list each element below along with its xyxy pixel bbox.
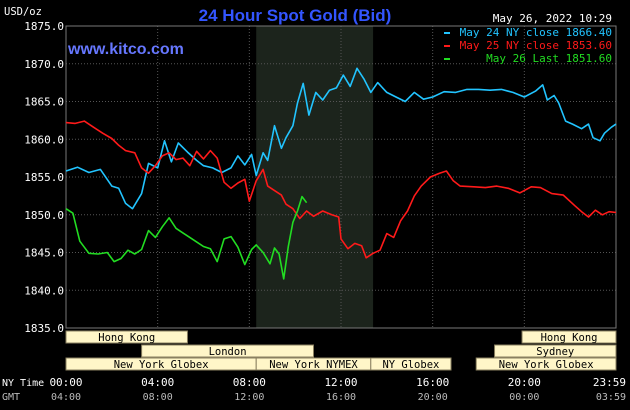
x-axis-row-label: GMT [2,392,20,403]
series-lines [65,67,617,280]
series-line-may25 [65,120,617,259]
legend-entry: May 24 NY close 1866.40 [460,26,612,39]
y-axis: 1875.0 1870.0 1865.0 1860.0 1855.0 1850.0 1845… [24,20,64,335]
x-axis-row-label: NY Time [2,378,44,389]
series-line-may26 [65,195,308,280]
chart-title: 24 Hour Spot Gold (Bid) [199,6,392,25]
y-tick-label: 1870.0 [24,58,64,71]
plot-frame [65,25,617,329]
grid-lines [65,25,617,329]
y-tick-label: 1840.0 [24,284,64,297]
x-tick-label: 04:00 [51,392,81,403]
y-tick-label: 1845.0 [24,247,64,260]
x-tick-label: 12:00 [324,376,357,389]
y-tick-label: 1855.0 [24,171,64,184]
site-watermark: www.kitco.com [67,41,184,58]
x-tick-label: 00:00 [509,392,539,403]
x-tick-label: 16:00 [326,392,356,403]
session-label: Hong Kong [98,332,155,344]
session-bar [521,330,617,344]
x-tick-label: 20:00 [508,376,541,389]
session-label: Hong Kong [541,332,598,344]
session-bar [475,357,617,371]
session-label: New York Globex [499,359,594,371]
x-axis: NY Time 00:00 04:00 08:00 12:00 16:00 20:00 23:… [2,376,626,403]
x-tick-label: 16:00 [416,376,449,389]
x-tick-label: 23:59 [593,376,626,389]
session-label: New York NYMEX [269,359,358,371]
x-tick-label: 04:00 [141,376,174,389]
series-line-may24 [65,67,617,210]
x-tick-label: 20:00 [418,392,448,403]
x-tick-label: 00:00 [49,376,82,389]
legend-entry: May 25 NY close 1853.60 [460,39,612,52]
timestamp: May 26, 2022 10:29 [493,12,612,25]
legend-entry: May 26 Last 1851.60 [486,52,612,65]
session-bar [141,344,314,358]
session-bar [494,344,617,358]
y-tick-label: 1835.0 [24,322,64,335]
session-bar [65,330,188,344]
y-tick-label: 1865.0 [24,96,64,109]
x-tick-label: 12:00 [234,392,264,403]
y-tick-label: 1860.0 [24,133,64,146]
session-label: New York Globex [114,359,209,371]
y-tick-label: 1850.0 [24,209,64,222]
y-tick-label: 1875.0 [24,20,64,33]
session-label: NY Globex [382,359,439,371]
session-label: Sydney [536,346,574,358]
x-tick-label: 03:59 [596,392,626,403]
x-tick-label: 08:00 [143,392,173,403]
session-bar [370,357,452,371]
session-label: London [209,346,247,358]
y-unit-label: USD/oz [4,6,42,18]
x-tick-label: 08:00 [233,376,266,389]
